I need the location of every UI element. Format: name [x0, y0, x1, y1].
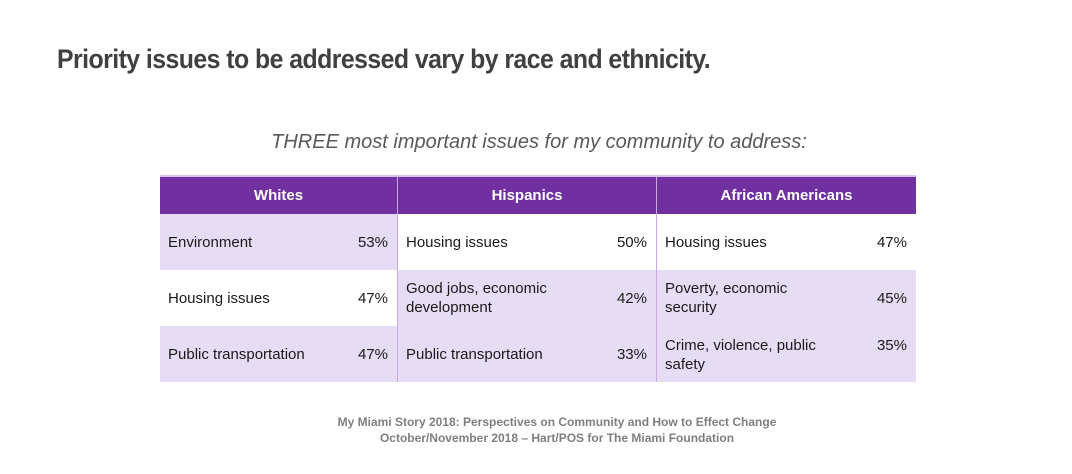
- issue-percent: 50%: [616, 233, 647, 251]
- issue-label: Housing issues: [406, 233, 508, 251]
- header-african-americans: African Americans: [656, 177, 916, 214]
- issue-label: Public transportation: [406, 345, 543, 363]
- table-cell: Housing issues 47%: [657, 214, 916, 270]
- issue-percent: 33%: [616, 345, 647, 363]
- table-cell: Housing issues 47%: [160, 270, 397, 326]
- column-whites: Environment 53% Housing issues 47% Publi…: [160, 214, 397, 382]
- issue-percent: 42%: [616, 289, 647, 307]
- header-hispanics: Hispanics: [397, 177, 656, 214]
- issue-label: Housing issues: [665, 233, 767, 251]
- column-hispanics: Housing issues 50% Good jobs, economic d…: [397, 214, 656, 382]
- footer-line-1: My Miami Story 2018: Perspectives on Com…: [337, 415, 777, 429]
- issue-percent: 47%: [357, 289, 388, 307]
- issue-percent: 47%: [876, 233, 907, 251]
- page-title: Priority issues to be addressed vary by …: [57, 44, 711, 74]
- table-subtitle: THREE most important issues for my commu…: [271, 131, 807, 153]
- table-cell: Crime, violence, public safety 35%: [657, 326, 916, 382]
- table-cell: Public transportation 33%: [398, 326, 656, 382]
- source-footer: My Miami Story 2018: Perspectives on Com…: [0, 414, 1072, 446]
- table-header: Whites Hispanics African Americans: [160, 175, 916, 214]
- column-african-americans: Housing issues 47% Poverty, economic sec…: [656, 214, 916, 382]
- issue-percent: 53%: [357, 233, 388, 251]
- issue-percent: 35%: [876, 337, 907, 354]
- table-cell: Good jobs, economic development 42%: [398, 270, 656, 326]
- issues-table: Whites Hispanics African Americans Envir…: [160, 175, 916, 382]
- issue-label: Public transportation: [168, 345, 305, 363]
- table-cell: Public transportation 47%: [160, 326, 397, 382]
- issue-percent: 47%: [357, 345, 388, 363]
- issue-label: Good jobs, economic development: [406, 280, 547, 316]
- issue-label: Poverty, economic security: [665, 280, 788, 316]
- issue-label: Crime, violence, public safety: [665, 337, 816, 373]
- table-cell: Poverty, economic security 45%: [657, 270, 916, 326]
- issue-percent: 45%: [876, 289, 907, 307]
- footer-line-2: October/November 2018 – Hart/POS for The…: [379, 431, 735, 445]
- table-cell: Housing issues 50%: [398, 214, 656, 270]
- table-body: Environment 53% Housing issues 47% Publi…: [160, 214, 916, 382]
- issue-label: Environment: [168, 233, 253, 251]
- table-cell: Environment 53%: [160, 214, 397, 270]
- issue-label: Housing issues: [168, 289, 270, 307]
- header-whites: Whites: [253, 187, 304, 204]
